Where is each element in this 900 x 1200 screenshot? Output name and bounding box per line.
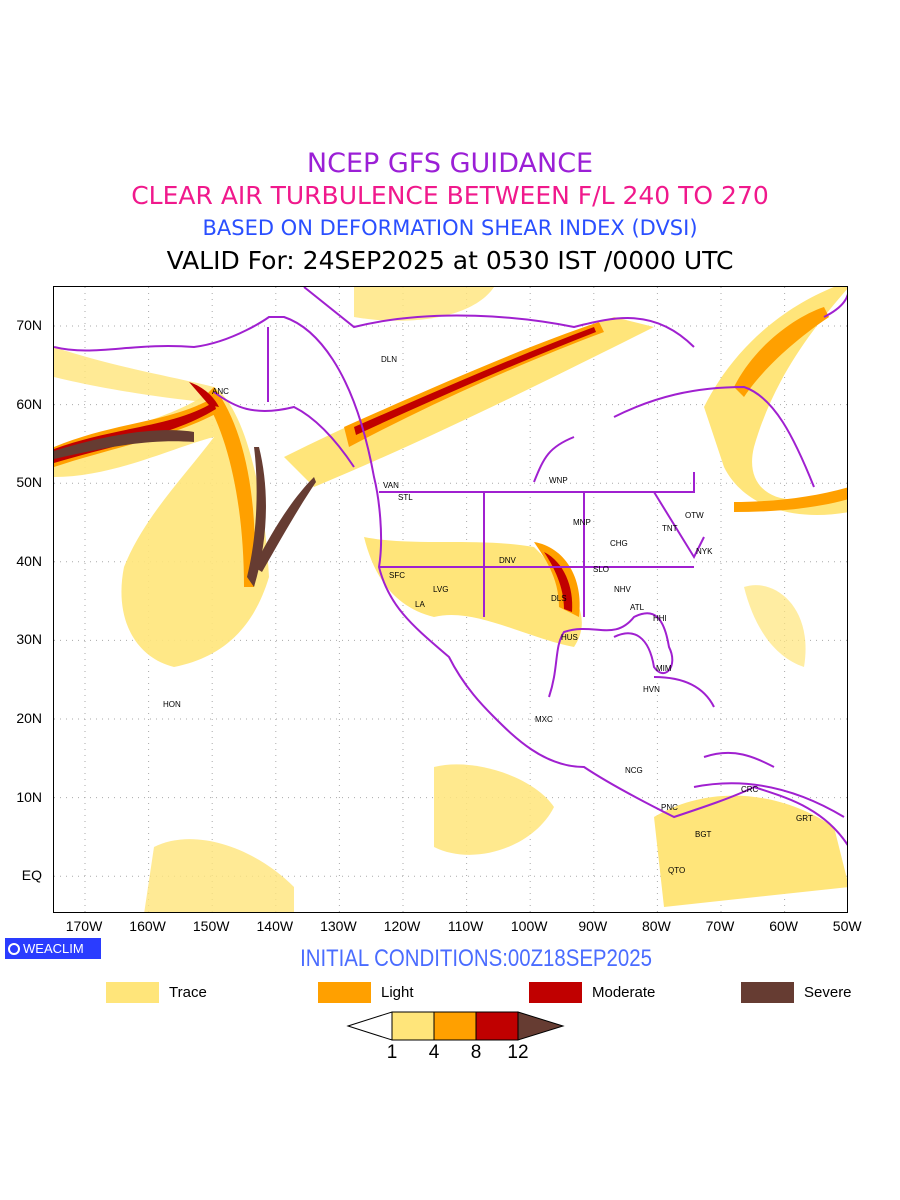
city-label: SLO: [593, 565, 610, 574]
city-label: SFC: [389, 571, 405, 580]
x-tick-label: 110W: [447, 918, 484, 934]
city-label: CRC: [741, 785, 759, 794]
colorbar-label: 12: [507, 1042, 529, 1063]
y-tick-label: 20N: [16, 710, 42, 726]
colorbar-low-arrow: [346, 1011, 393, 1041]
city-label: MNP: [573, 518, 591, 527]
x-tick-label: 170W: [65, 918, 103, 934]
severe-areas: [54, 430, 316, 587]
city-label: CHG: [610, 539, 628, 548]
x-tick-label: 90W: [578, 918, 608, 934]
city-label: HHI: [653, 614, 667, 623]
weaclim-logo: WEACLIM: [5, 938, 101, 959]
city-label: STL: [398, 493, 413, 502]
legend-swatch: [318, 982, 371, 1003]
city-label: MXC: [535, 715, 553, 724]
colorbar: [346, 1011, 565, 1041]
x-tick-label: 80W: [641, 918, 671, 934]
trace-areas: [54, 287, 847, 912]
legend-item-trace: Trace: [106, 982, 207, 1003]
y-tick-label: 10N: [16, 788, 42, 805]
chart-method: BASED ON DEFORMATION SHEAR INDEX (DVSI): [202, 216, 698, 240]
x-tick-label: 50W: [832, 918, 862, 934]
logo-text: WEACLIM: [23, 941, 84, 956]
city-label: DLN: [381, 355, 398, 364]
x-tick-label: 70W: [705, 918, 735, 934]
y-tick-label: 70N: [16, 317, 42, 333]
colorbar-segment: [391, 1011, 435, 1041]
colorbar-label: 4: [428, 1042, 440, 1063]
legend-label: Trace: [169, 984, 207, 1001]
legend-item-light: Light: [318, 982, 414, 1003]
city-label: QTO: [668, 866, 686, 875]
x-tick-label: 160W: [129, 918, 166, 934]
city-label: NCG: [625, 766, 643, 775]
map-graphics: [54, 287, 847, 912]
map-panel: DLN ANC VAN STL WNP MNP TNT OTW CHG NYK …: [53, 286, 848, 913]
city-label: OTW: [685, 511, 704, 520]
city-label: LVG: [433, 585, 449, 594]
city-label: ATL: [630, 603, 645, 612]
city-label: NHV: [614, 585, 631, 594]
city-label: WNP: [549, 476, 568, 485]
valid-time: VALID For: 24SEP2025 at 0530 IST /0000 U…: [166, 246, 734, 275]
city-label: BGT: [695, 830, 712, 839]
colorbar-label: 1: [386, 1042, 398, 1063]
colorbar-label: 8: [470, 1042, 482, 1063]
city-label: DLS: [551, 594, 567, 603]
x-tick-label: 150W: [192, 918, 230, 934]
legend-label: Moderate: [592, 984, 656, 1001]
y-tick-label: EQ: [21, 867, 42, 884]
x-tick-label: 140W: [256, 918, 294, 934]
copyright-icon: [8, 942, 20, 955]
initial-conditions: INITIAL CONDITIONS:00Z18SEP2025: [300, 945, 652, 972]
colorbar-segment: [475, 1011, 519, 1041]
city-label: HON: [163, 700, 181, 709]
y-tick-label: 50N: [16, 474, 42, 491]
coastlines: [54, 287, 847, 846]
legend-swatch: [106, 982, 159, 1003]
x-tick-label: 120W: [383, 918, 421, 934]
y-tick-label: 40N: [16, 552, 42, 569]
x-tick-label: 60W: [769, 918, 798, 934]
legend-label: Light: [381, 984, 414, 1001]
city-label: VAN: [383, 481, 399, 490]
chart-title: NCEP GFS GUIDANCE: [306, 148, 594, 179]
city-label: HVN: [643, 685, 660, 694]
x-tick-label: 130W: [320, 918, 357, 934]
colorbar-high-arrow: [517, 1011, 565, 1041]
chart-subtitle: CLEAR AIR TURBULENCE BETWEEN F/L 240 TO …: [131, 181, 769, 210]
city-label: TNT: [662, 524, 678, 533]
city-label: MIM: [656, 664, 672, 673]
legend-swatch: [529, 982, 582, 1003]
x-tick-label: 100W: [510, 918, 548, 934]
legend-swatch: [741, 982, 794, 1003]
city-label: PNC: [661, 803, 678, 812]
colorbar-segment: [433, 1011, 477, 1041]
legend-label: Severe: [804, 984, 852, 1001]
city-label: HUS: [561, 633, 578, 642]
y-tick-label: 60N: [16, 395, 42, 412]
city-label: LA: [415, 600, 425, 609]
city-label: GRT: [796, 814, 813, 823]
city-label: DNV: [499, 556, 516, 565]
legend-item-moderate: Moderate: [529, 982, 655, 1003]
city-label: NYK: [696, 547, 713, 556]
y-tick-label: 30N: [16, 631, 42, 648]
legend-item-severe: Severe: [741, 982, 852, 1003]
city-label: ANC: [212, 387, 229, 396]
